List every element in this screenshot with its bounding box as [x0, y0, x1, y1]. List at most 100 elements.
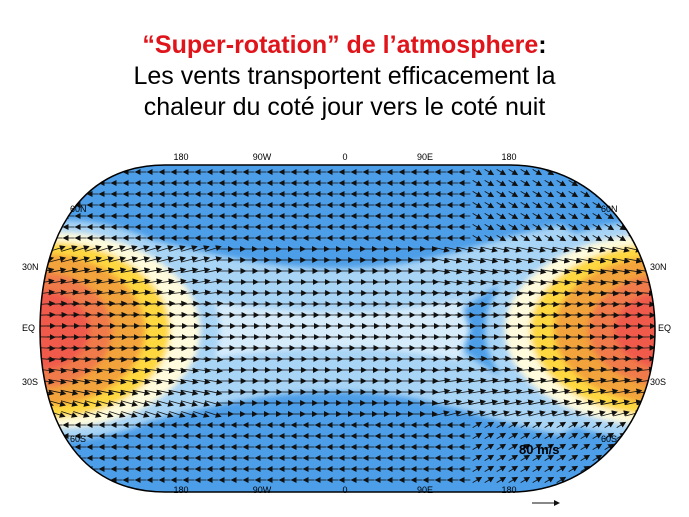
wind-vector-arrow — [604, 476, 615, 483]
wind-vector-arrow — [131, 311, 152, 318]
wind-vector-arrow — [527, 301, 548, 308]
wind-vector-arrow — [432, 388, 451, 395]
wind-vector-arrow — [576, 399, 595, 406]
wind-vector-arrow — [503, 301, 524, 308]
wind-vector-arrow — [516, 377, 535, 384]
wind-vector-arrow — [492, 399, 511, 406]
wind-vector-arrow — [520, 191, 531, 198]
wind-vector-arrow — [472, 454, 483, 461]
wind-vector-arrow — [107, 311, 128, 318]
wind-vector-arrow — [539, 366, 559, 373]
wind-vector-arrow — [508, 476, 519, 483]
wind-vector-arrow — [96, 378, 115, 385]
wind-vector-arrow — [120, 278, 139, 285]
wind-vector-arrow — [468, 268, 487, 275]
wind-vector-arrow — [628, 454, 639, 461]
title-highlight: “Super-rotation” de l’atmosphere — [142, 31, 539, 59]
wind-vector-arrow — [624, 257, 643, 264]
wind-vector-arrow — [568, 454, 579, 461]
wind-vector-arrow — [479, 366, 499, 373]
wind-vector-arrow — [179, 345, 200, 352]
wind-vector-arrow — [107, 356, 128, 363]
wind-vector-arrow — [564, 257, 583, 264]
wind-vector-arrow — [532, 213, 543, 220]
wind-vector-arrow — [120, 256, 139, 263]
wind-vector-arrow — [431, 344, 452, 351]
wind-vector-arrow — [472, 180, 483, 187]
wind-vector-arrow — [580, 202, 591, 209]
wind-vector-arrow — [432, 279, 451, 286]
wind-vector-arrow — [600, 279, 619, 286]
wind-vector-arrow — [628, 169, 639, 176]
wind-vector-arrow — [515, 301, 536, 308]
wind-vector-arrow — [71, 289, 91, 296]
wind-vector-arrow — [156, 378, 175, 385]
wind-vector-arrow — [544, 202, 555, 209]
wind-vector-arrow — [568, 235, 579, 242]
wind-vector-arrow — [472, 224, 483, 231]
wind-vector-arrow — [484, 454, 495, 461]
wind-vector-arrow — [444, 279, 463, 286]
wind-vector-arrow — [107, 300, 128, 307]
wind-vector-arrow — [480, 268, 499, 275]
wind-vector-arrow — [192, 389, 211, 396]
title-line-2: Les vents transportent efficacement la — [133, 62, 556, 90]
wind-vector-arrow — [527, 344, 548, 351]
wind-vector-arrow — [616, 443, 627, 450]
wind-vector-arrow — [492, 268, 511, 275]
wind-vector-arrow — [580, 191, 591, 198]
wind-vector-arrow — [587, 355, 608, 362]
wind-vector-arrow — [612, 279, 631, 286]
wind-vector-arrow — [83, 300, 104, 307]
wind-vector-arrow — [468, 279, 487, 286]
wind-vector-arrow — [508, 235, 519, 242]
wind-vector-arrow — [592, 213, 603, 220]
wind-vector-arrow — [604, 191, 615, 198]
wind-vector-arrow — [131, 356, 152, 363]
top-lon-label: 180 — [501, 152, 516, 162]
wind-vector-arrow — [120, 378, 139, 385]
wind-vector-arrow — [613, 246, 630, 253]
wind-vector-arrow — [592, 421, 603, 428]
left-lat-label: 60N — [70, 204, 87, 214]
wind-vector-arrow — [492, 257, 511, 264]
wind-vector-arrow — [192, 267, 211, 274]
wind-vector-arrow — [504, 279, 523, 286]
wind-vector-arrow — [588, 279, 607, 286]
wind-vector-arrow — [611, 355, 632, 362]
wind-vector-arrow — [563, 355, 584, 362]
wind-vector-arrow — [628, 213, 639, 220]
wind-vector-arrow — [527, 366, 547, 373]
wind-vector-arrow — [72, 256, 91, 263]
wind-vector-arrow — [599, 366, 619, 373]
wind-vector-arrow — [120, 267, 139, 274]
wind-vector-arrow — [539, 290, 559, 297]
right-lat-label: 30N — [650, 262, 667, 272]
wind-vector-arrow — [133, 245, 150, 252]
wind-vector-arrow — [143, 300, 164, 307]
wind-vector-arrow — [556, 443, 567, 450]
wind-vector-arrow — [516, 279, 535, 286]
wind-vector-arrow — [589, 246, 606, 253]
wind-vector-arrow — [445, 410, 462, 417]
wind-vector-arrow — [568, 421, 579, 428]
wind-vector-arrow — [604, 454, 615, 461]
wind-vector-arrow — [532, 476, 543, 483]
wind-vector-arrow — [611, 301, 632, 308]
wind-vector-arrow — [193, 245, 210, 252]
wind-vector-arrow — [84, 267, 103, 274]
wind-vector-arrow — [144, 400, 162, 407]
wind-vector-arrow — [59, 289, 79, 296]
wind-vector-arrow — [40, 411, 54, 418]
wind-vector-arrow — [131, 289, 151, 296]
wind-vector-arrow — [623, 344, 644, 351]
wind-vector-arrow — [72, 378, 91, 385]
wind-vector-arrow — [616, 180, 627, 187]
wind-vector-arrow — [568, 169, 579, 176]
wind-vector-arrow — [432, 399, 451, 406]
wind-vector-arrow — [484, 235, 495, 242]
wind-vector-arrow — [508, 202, 519, 209]
wind-vector-arrow — [108, 256, 127, 263]
wind-vector-arrow — [587, 366, 607, 373]
wind-vector-arrow — [568, 213, 579, 220]
